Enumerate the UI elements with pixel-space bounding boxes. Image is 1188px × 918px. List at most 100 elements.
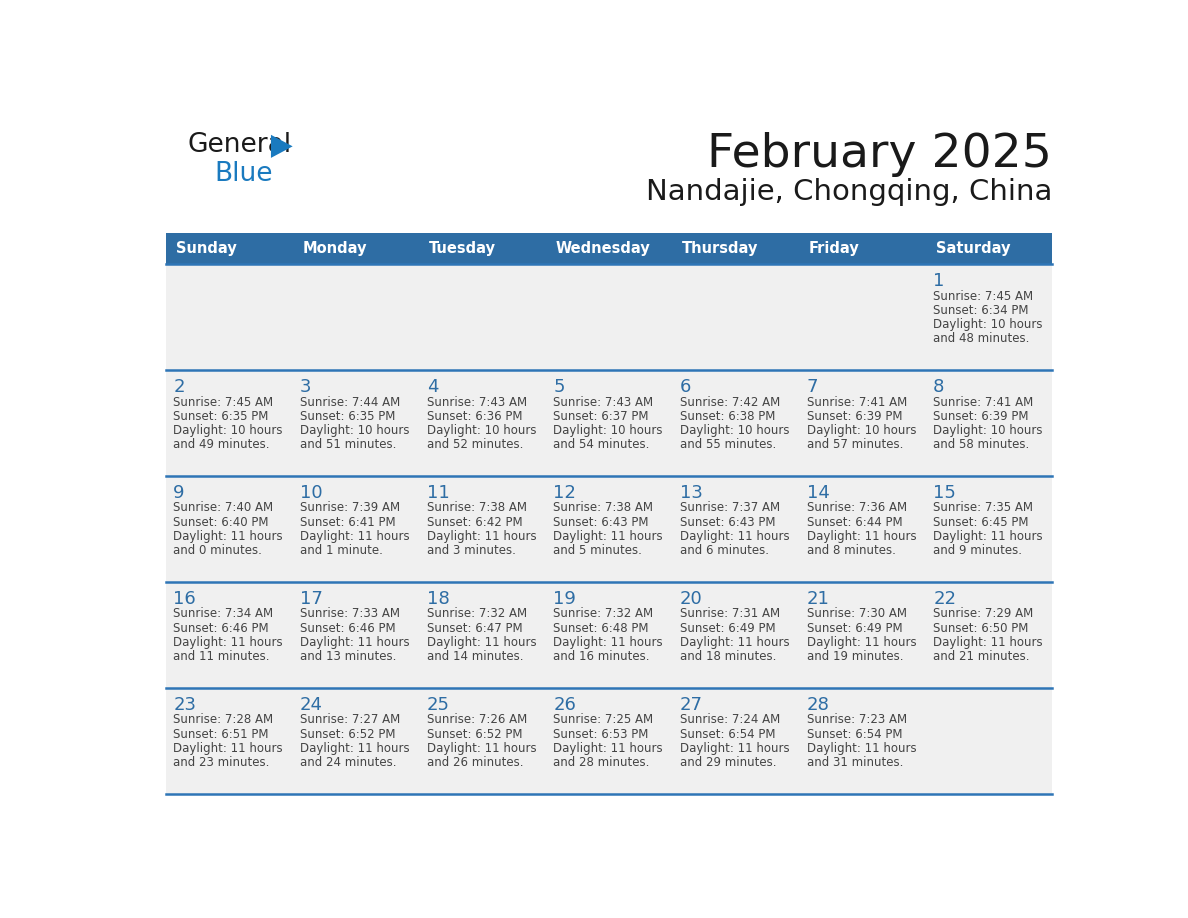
Text: and 57 minutes.: and 57 minutes. <box>807 438 903 452</box>
Text: 20: 20 <box>680 589 702 608</box>
Text: Sunset: 6:54 PM: Sunset: 6:54 PM <box>807 728 902 741</box>
Bar <box>925 688 1053 794</box>
Text: and 49 minutes.: and 49 minutes. <box>173 438 270 452</box>
Text: Sunrise: 7:31 AM: Sunrise: 7:31 AM <box>680 608 781 621</box>
Bar <box>672 476 798 582</box>
Text: 19: 19 <box>554 589 576 608</box>
Text: 26: 26 <box>554 696 576 713</box>
Text: Sunset: 6:39 PM: Sunset: 6:39 PM <box>807 409 902 423</box>
Text: 27: 27 <box>680 696 703 713</box>
Text: and 52 minutes.: and 52 minutes. <box>426 438 523 452</box>
Text: 1: 1 <box>934 272 944 290</box>
Text: Sunrise: 7:30 AM: Sunrise: 7:30 AM <box>807 608 906 621</box>
Text: and 48 minutes.: and 48 minutes. <box>934 332 1030 345</box>
Text: Sunrise: 7:38 AM: Sunrise: 7:38 AM <box>554 501 653 514</box>
Text: Sunrise: 7:45 AM: Sunrise: 7:45 AM <box>173 396 273 409</box>
Text: Daylight: 11 hours: Daylight: 11 hours <box>807 636 916 649</box>
Bar <box>419 476 545 582</box>
Text: Nandajie, Chongqing, China: Nandajie, Chongqing, China <box>646 178 1053 206</box>
Bar <box>165 582 292 688</box>
Text: Thursday: Thursday <box>682 241 759 256</box>
Text: Sunset: 6:46 PM: Sunset: 6:46 PM <box>299 621 396 634</box>
Bar <box>292 476 419 582</box>
Text: Sunset: 6:38 PM: Sunset: 6:38 PM <box>680 409 776 423</box>
Text: 5: 5 <box>554 378 564 396</box>
Bar <box>419 233 545 264</box>
Bar <box>925 264 1053 370</box>
Text: Daylight: 10 hours: Daylight: 10 hours <box>554 424 663 437</box>
Bar <box>419 264 545 370</box>
Text: Sunrise: 7:42 AM: Sunrise: 7:42 AM <box>680 396 781 409</box>
Text: Sunset: 6:54 PM: Sunset: 6:54 PM <box>680 728 776 741</box>
Bar <box>419 370 545 476</box>
Text: Daylight: 11 hours: Daylight: 11 hours <box>807 742 916 755</box>
Text: and 8 minutes.: and 8 minutes. <box>807 544 896 557</box>
Text: Sunrise: 7:41 AM: Sunrise: 7:41 AM <box>807 396 906 409</box>
Bar <box>672 582 798 688</box>
Text: Sunset: 6:49 PM: Sunset: 6:49 PM <box>807 621 902 634</box>
Text: Sunset: 6:49 PM: Sunset: 6:49 PM <box>680 621 776 634</box>
Text: Sunset: 6:42 PM: Sunset: 6:42 PM <box>426 516 523 529</box>
Text: and 18 minutes.: and 18 minutes. <box>680 650 776 663</box>
Text: Daylight: 11 hours: Daylight: 11 hours <box>680 636 790 649</box>
Text: 10: 10 <box>299 484 323 502</box>
Text: Daylight: 11 hours: Daylight: 11 hours <box>934 636 1043 649</box>
Text: and 24 minutes.: and 24 minutes. <box>299 756 397 769</box>
Text: 22: 22 <box>934 589 956 608</box>
Text: and 31 minutes.: and 31 minutes. <box>807 756 903 769</box>
Text: Daylight: 11 hours: Daylight: 11 hours <box>173 530 283 543</box>
Text: Sunset: 6:37 PM: Sunset: 6:37 PM <box>554 409 649 423</box>
Bar <box>545 233 672 264</box>
Text: 3: 3 <box>299 378 311 396</box>
Text: Daylight: 10 hours: Daylight: 10 hours <box>934 424 1043 437</box>
Text: Sunset: 6:35 PM: Sunset: 6:35 PM <box>299 409 396 423</box>
Text: Sunset: 6:35 PM: Sunset: 6:35 PM <box>173 409 268 423</box>
Text: and 14 minutes.: and 14 minutes. <box>426 650 523 663</box>
Text: and 3 minutes.: and 3 minutes. <box>426 544 516 557</box>
Bar <box>419 582 545 688</box>
Bar <box>545 476 672 582</box>
Text: Sunset: 6:46 PM: Sunset: 6:46 PM <box>173 621 268 634</box>
Text: Daylight: 10 hours: Daylight: 10 hours <box>807 424 916 437</box>
Text: Daylight: 11 hours: Daylight: 11 hours <box>426 742 536 755</box>
Text: Sunrise: 7:23 AM: Sunrise: 7:23 AM <box>807 713 906 726</box>
Bar <box>925 582 1053 688</box>
Text: 11: 11 <box>426 484 449 502</box>
Text: Daylight: 11 hours: Daylight: 11 hours <box>173 742 283 755</box>
Text: and 1 minute.: and 1 minute. <box>299 544 383 557</box>
Text: and 16 minutes.: and 16 minutes. <box>554 650 650 663</box>
Bar <box>798 370 925 476</box>
Text: Daylight: 10 hours: Daylight: 10 hours <box>680 424 790 437</box>
Text: Sunrise: 7:32 AM: Sunrise: 7:32 AM <box>554 608 653 621</box>
Text: Daylight: 11 hours: Daylight: 11 hours <box>173 636 283 649</box>
Bar <box>292 688 419 794</box>
Bar <box>672 264 798 370</box>
Text: Sunrise: 7:32 AM: Sunrise: 7:32 AM <box>426 608 526 621</box>
Text: Sunset: 6:43 PM: Sunset: 6:43 PM <box>554 516 649 529</box>
Text: 8: 8 <box>934 378 944 396</box>
Text: and 5 minutes.: and 5 minutes. <box>554 544 643 557</box>
Text: Sunrise: 7:24 AM: Sunrise: 7:24 AM <box>680 713 781 726</box>
Text: 18: 18 <box>426 589 449 608</box>
Text: Sunset: 6:47 PM: Sunset: 6:47 PM <box>426 621 523 634</box>
Text: Sunrise: 7:44 AM: Sunrise: 7:44 AM <box>299 396 400 409</box>
Bar <box>672 370 798 476</box>
Text: Daylight: 11 hours: Daylight: 11 hours <box>554 636 663 649</box>
Text: and 21 minutes.: and 21 minutes. <box>934 650 1030 663</box>
Bar <box>925 370 1053 476</box>
Text: Saturday: Saturday <box>936 241 1010 256</box>
Text: Sunset: 6:45 PM: Sunset: 6:45 PM <box>934 516 1029 529</box>
Text: Sunrise: 7:35 AM: Sunrise: 7:35 AM <box>934 501 1034 514</box>
Text: 7: 7 <box>807 378 819 396</box>
Bar <box>165 688 292 794</box>
Text: Sunrise: 7:27 AM: Sunrise: 7:27 AM <box>299 713 400 726</box>
Text: 24: 24 <box>299 696 323 713</box>
Text: Daylight: 10 hours: Daylight: 10 hours <box>426 424 536 437</box>
Bar <box>798 264 925 370</box>
Text: Sunday: Sunday <box>176 241 236 256</box>
Text: 9: 9 <box>173 484 185 502</box>
Bar <box>672 233 798 264</box>
Text: Sunrise: 7:37 AM: Sunrise: 7:37 AM <box>680 501 781 514</box>
Text: 17: 17 <box>299 589 323 608</box>
Bar <box>545 688 672 794</box>
